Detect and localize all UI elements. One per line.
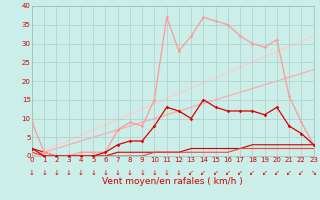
X-axis label: Vent moyen/en rafales ( km/h ): Vent moyen/en rafales ( km/h ) — [102, 177, 243, 186]
